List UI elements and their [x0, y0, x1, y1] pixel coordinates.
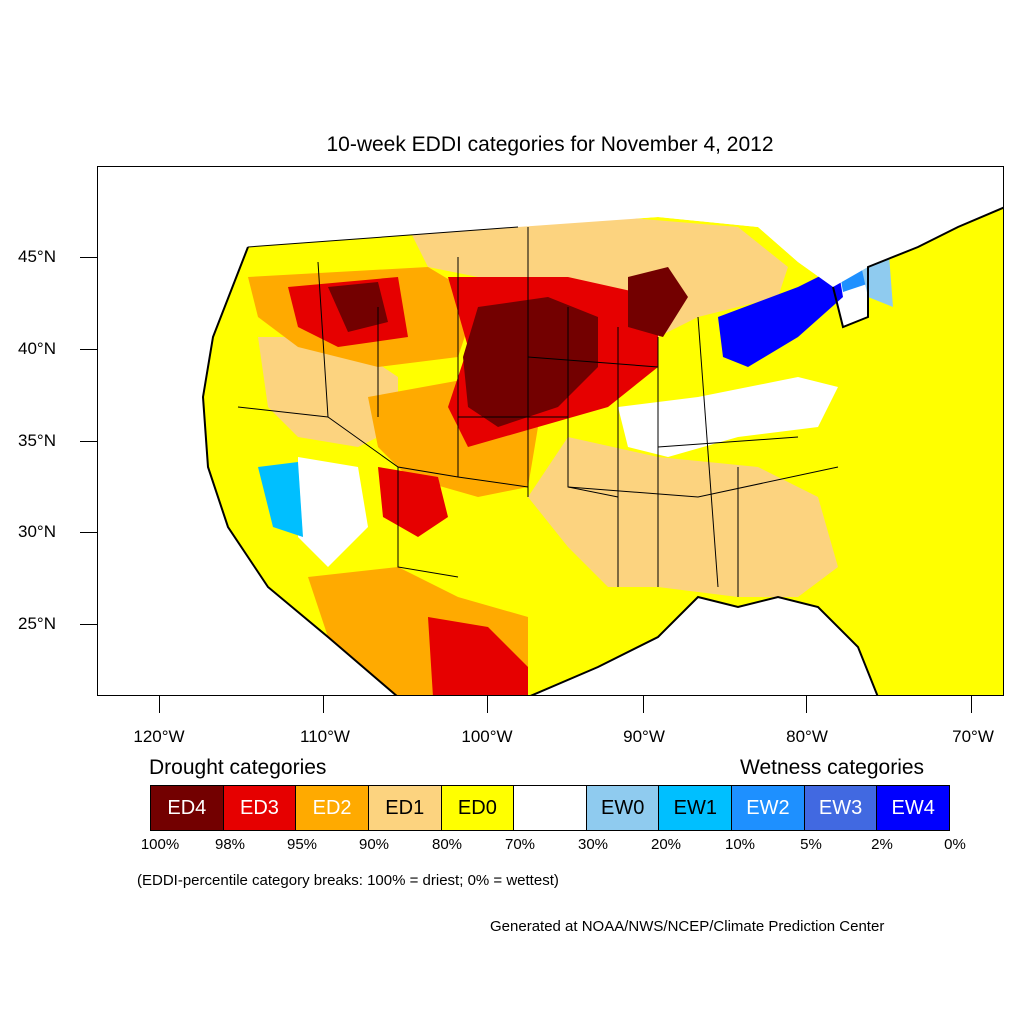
normal-region-ohio-valley [618, 377, 838, 457]
lat-tick-25 [80, 624, 97, 625]
ed4-region-michigan [628, 267, 688, 337]
percentile-label: 5% [800, 836, 822, 853]
lon-label-100: 100°W [461, 727, 513, 746]
percentile-label: 100% [140, 836, 180, 853]
lat-tick-30 [80, 532, 97, 533]
percentile-label: 30% [577, 836, 609, 853]
ew1-region-california [258, 462, 303, 537]
ew4-region-great-lakes [718, 267, 843, 367]
percentile-label: 95% [286, 836, 318, 853]
legend-box-ew1: EW1 [659, 786, 733, 830]
legend-box-ed2: ED2 [296, 786, 369, 830]
lon-tick-70 [971, 696, 972, 713]
lat-label-30: 30°N [18, 522, 56, 541]
state-boundaries [237, 226, 839, 597]
wetness-heading: Wetness categories [740, 756, 925, 779]
lon-label-70: 70°W [952, 727, 994, 746]
map-title: 10-week EDDI categories for November 4, … [326, 133, 774, 156]
ed4-region-central [463, 297, 598, 427]
legend-box-ed3: ED3 [223, 786, 297, 830]
eddi-map-canvas [98, 167, 1003, 695]
lon-tick-90 [643, 696, 644, 713]
lat-label-40: 40°N [18, 339, 56, 358]
lon-tick-100 [487, 696, 488, 713]
percentile-label: 80% [431, 836, 463, 853]
ed4-region-montana [328, 282, 388, 332]
legend-box-ew3: EW3 [804, 786, 878, 830]
legend-box-ew4: EW4 [877, 786, 950, 830]
eddi-map [97, 166, 1004, 696]
ed1-region-south [528, 437, 838, 597]
lat-tick-35 [80, 441, 97, 442]
lon-label-110: 110°W [300, 727, 350, 746]
lon-tick-120 [159, 696, 160, 713]
legend-box-ew0: EW0 [586, 786, 660, 830]
lat-tick-45 [80, 257, 97, 258]
ed1-region-west [258, 337, 398, 447]
ocean-pacific [98, 167, 396, 695]
percentile-label: 10% [724, 836, 756, 853]
lat-label-35: 35°N [18, 431, 56, 450]
normal-region-southwest [298, 457, 368, 567]
category-legend: ED4 ED3 ED2 ED1 ED0 EW0 EW1 EW2 EW3 EW4 [150, 785, 950, 831]
ocean-canada-top [248, 167, 1003, 287]
ed3-region-newmexico [378, 467, 448, 537]
percentile-label: 0% [944, 836, 966, 853]
drought-heading: Drought categories [149, 756, 327, 779]
percentile-label: 20% [650, 836, 682, 853]
legend-box-ed1: ED1 [368, 786, 442, 830]
lon-label-90: 90°W [623, 727, 665, 746]
lat-tick-40 [80, 349, 97, 350]
lat-label-25: 25°N [18, 614, 56, 633]
ocean-gulf-atlantic [532, 597, 878, 695]
lat-label-45: 45°N [18, 247, 56, 266]
percentile-label: 70% [504, 836, 536, 853]
legend-box-normal [514, 786, 587, 830]
legend-box-ed0: ED0 [441, 786, 515, 830]
legend-box-ed4: ED4 [151, 786, 224, 830]
legend-box-ew2: EW2 [732, 786, 805, 830]
coastline [201, 206, 1003, 695]
credit-line: Generated at NOAA/NWS/NCEP/Climate Predi… [490, 918, 885, 935]
percentile-label: 98% [214, 836, 246, 853]
lon-tick-80 [806, 696, 807, 713]
percentile-label: 90% [358, 836, 390, 853]
category-breaks-note: (EDDI-percentile category breaks: 100% =… [137, 872, 559, 889]
lon-label-80: 80°W [786, 727, 828, 746]
lon-label-120: 120°W [133, 727, 185, 746]
lon-tick-110 [323, 696, 324, 713]
ed3-region-texas [428, 617, 528, 695]
ed1-region [408, 217, 788, 337]
percentile-label: 2% [871, 836, 893, 853]
